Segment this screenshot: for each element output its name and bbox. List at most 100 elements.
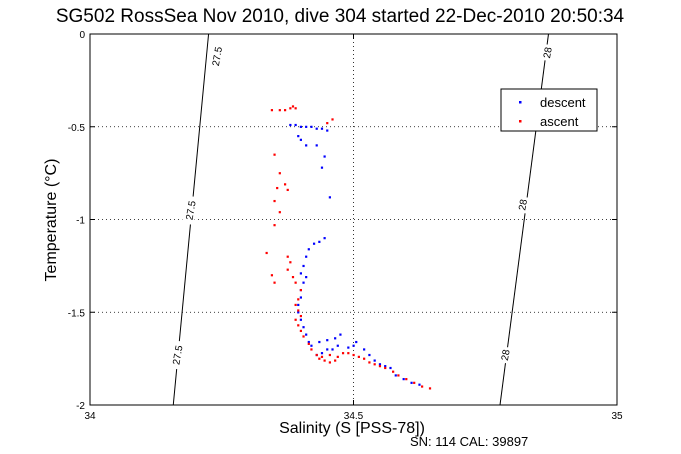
ascent-point xyxy=(336,355,339,358)
descent-point xyxy=(299,138,302,141)
descent-point xyxy=(326,339,329,342)
isopycnal-label: 28 xyxy=(542,46,555,59)
descent-point xyxy=(318,340,321,344)
descent-point xyxy=(384,365,387,368)
descent-point xyxy=(347,346,350,349)
ascent-point xyxy=(273,153,276,156)
isopycnal-label-background xyxy=(181,195,199,226)
descent-point xyxy=(410,381,413,384)
descent-point xyxy=(402,378,405,381)
ascent-point xyxy=(328,361,331,364)
isopycnal-label-group: 28 xyxy=(514,195,530,214)
ascent-point xyxy=(276,186,279,190)
footer-serial-cal: SN: 114 CAL: 39897 xyxy=(410,434,528,449)
descent-point xyxy=(328,196,331,199)
isopycnal-label-background xyxy=(208,41,225,72)
y-tick-label: -1 xyxy=(76,216,85,227)
ascent-point xyxy=(278,211,281,214)
descent-point xyxy=(310,344,313,347)
descent-point xyxy=(297,135,300,138)
descent-point xyxy=(336,344,339,347)
ascent-point xyxy=(273,224,276,227)
descent-point xyxy=(305,333,308,336)
descent-point xyxy=(331,348,334,351)
ascent-point xyxy=(315,353,318,357)
descent-point xyxy=(418,383,421,386)
ascent-point xyxy=(270,274,274,277)
ascent-point xyxy=(405,378,408,381)
ascent-point xyxy=(302,335,305,338)
ascent-point xyxy=(347,352,350,355)
descent-point xyxy=(289,123,292,127)
descent-point xyxy=(302,326,305,329)
x-tick-label: 34 xyxy=(84,411,96,422)
descent-point xyxy=(299,125,302,128)
ascent-point xyxy=(413,381,416,384)
descent-point xyxy=(307,248,310,251)
ascent-point xyxy=(421,385,424,388)
descent-point xyxy=(389,366,392,370)
descent-point xyxy=(373,359,376,362)
isopycnal-label-group: 28 xyxy=(539,43,555,62)
isopycnal-label: 27.5 xyxy=(171,344,185,366)
ascent-point xyxy=(286,268,289,271)
isopycnal-label: 27.5 xyxy=(211,46,225,68)
isopycnal-label-group: 27.5 xyxy=(208,41,225,72)
ascent-point xyxy=(326,122,329,125)
ascent-point xyxy=(289,107,292,110)
y-tick-label: 0 xyxy=(79,30,85,41)
ascent-point xyxy=(291,276,295,279)
legend-marker-ascent xyxy=(519,120,522,123)
y-tick-label: -2 xyxy=(76,401,85,412)
ascent-point xyxy=(294,107,297,110)
descent-point xyxy=(307,340,310,344)
descent-point xyxy=(302,281,305,284)
ascent-point xyxy=(392,370,395,373)
descent-point xyxy=(305,144,308,147)
descent-point xyxy=(305,255,308,258)
ascent-point xyxy=(278,109,281,112)
isopycnal-label-group: 27.5 xyxy=(168,340,186,370)
ascent-point xyxy=(384,366,387,370)
descent-point xyxy=(297,311,300,314)
isopycnal-label: 27.5 xyxy=(185,200,199,222)
descent-point xyxy=(326,348,329,351)
ascent-point xyxy=(297,324,300,327)
ascent-point xyxy=(273,199,276,203)
descent-point xyxy=(299,296,302,299)
descent-point xyxy=(302,264,305,268)
chart-title: SG502 RossSea Nov 2010, dive 304 started… xyxy=(56,6,625,27)
legend-box xyxy=(500,88,598,132)
y-axis-label: Temperature (°C) xyxy=(43,159,60,282)
x-tick-label: 35 xyxy=(611,411,623,422)
isopycnal-label-background xyxy=(539,43,555,62)
legend-label-descent: descent xyxy=(540,95,586,110)
ascent-point xyxy=(297,309,300,312)
isopycnal-label-background xyxy=(514,195,530,214)
ascent-point xyxy=(368,361,371,364)
ascent-point xyxy=(310,348,313,351)
isopycnal-label: 28 xyxy=(500,348,513,361)
ascent-point xyxy=(299,329,302,332)
descent-point xyxy=(299,272,302,275)
ascent-point xyxy=(299,314,302,318)
ascent-point xyxy=(373,363,376,366)
descent-point xyxy=(294,123,297,127)
ascent-point xyxy=(265,251,268,255)
ascent-point xyxy=(286,255,289,258)
descent-point xyxy=(352,344,355,347)
ascent-point xyxy=(328,353,331,357)
descent-point xyxy=(297,303,300,307)
descent-point xyxy=(363,348,366,351)
descent-point xyxy=(320,127,324,130)
isopycnal-label-group: 28 xyxy=(497,345,513,364)
ascent-point xyxy=(294,281,297,284)
ascent-point xyxy=(291,105,295,108)
ascent-point xyxy=(428,387,432,390)
legend-label-ascent: ascent xyxy=(540,114,579,129)
descent-point xyxy=(320,352,324,355)
ascent-point xyxy=(320,355,324,358)
ascent-point xyxy=(289,261,292,264)
descent-point xyxy=(312,242,316,245)
